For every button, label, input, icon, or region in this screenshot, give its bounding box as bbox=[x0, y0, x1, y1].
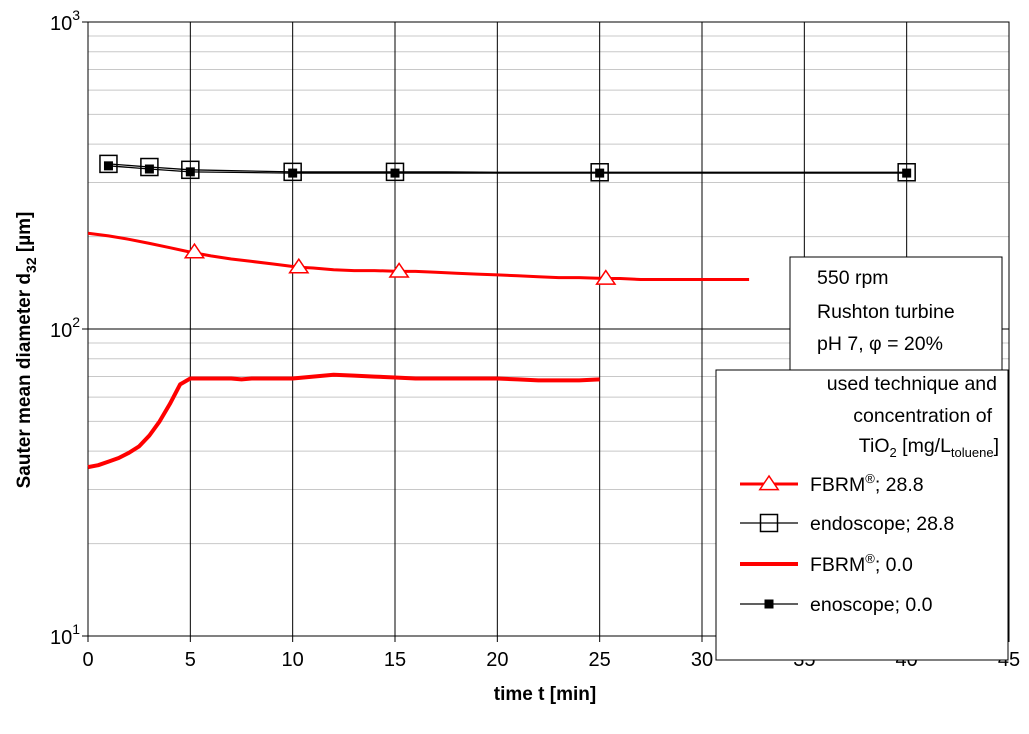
legend-title-line1: used technique and bbox=[827, 373, 997, 395]
data-point bbox=[902, 168, 912, 178]
data-point bbox=[590, 163, 609, 182]
legend-label: enoscope; 0.0 bbox=[810, 594, 933, 616]
y-tick-label: 103 bbox=[50, 7, 80, 35]
data-point bbox=[388, 262, 410, 278]
series-line bbox=[108, 165, 907, 174]
x-tick-label: 30 bbox=[691, 649, 713, 671]
legend-entry: FBRM®; 0.0 bbox=[740, 551, 913, 576]
x-tick-label: 20 bbox=[486, 649, 508, 671]
legend-entry: enoscope; 0.0 bbox=[740, 594, 933, 616]
legend-title-subscript-toluene: toluene bbox=[951, 445, 994, 460]
conditions-box: 550 rpm Rushton turbine pH 7, φ = 20% bbox=[789, 256, 1003, 371]
y-tick-label: 102 bbox=[50, 314, 80, 342]
series-line bbox=[87, 372, 600, 470]
series-2 bbox=[99, 154, 916, 182]
legend-entries: FBRM®; 28.8 endoscope; 28.8 FBRM®; 0.0 enos… bbox=[740, 471, 954, 616]
data-point bbox=[390, 168, 400, 178]
legend-marker bbox=[758, 474, 780, 491]
legend-title-line2: concentration of bbox=[853, 405, 992, 427]
y-tick-label: 101 bbox=[50, 621, 80, 649]
y-axis-label-unit: [µm] bbox=[14, 212, 35, 258]
data-point bbox=[144, 164, 154, 174]
legend-marker bbox=[759, 513, 779, 533]
legend-label: FBRM®; 28.8 bbox=[810, 471, 924, 496]
data-point bbox=[288, 168, 298, 178]
condition-ph-fraction: pH 7, φ = 20% bbox=[817, 333, 943, 355]
grid bbox=[87, 21, 1010, 637]
legend-label: FBRM®; 0.0 bbox=[810, 551, 913, 576]
data-point bbox=[183, 242, 206, 259]
series-layer bbox=[87, 154, 916, 470]
data-point bbox=[595, 168, 605, 178]
series-line bbox=[108, 163, 907, 173]
data-point bbox=[99, 154, 118, 174]
legend-label: endoscope; 28.8 bbox=[810, 513, 954, 535]
data-point bbox=[283, 162, 302, 182]
x-tick-label: 5 bbox=[185, 649, 196, 671]
data-point bbox=[140, 157, 159, 177]
legend-marker bbox=[764, 599, 774, 609]
data-point bbox=[385, 162, 405, 182]
legend-title-subscript-2: 2 bbox=[890, 445, 897, 460]
data-point bbox=[595, 269, 617, 285]
x-axis-label: time t [min] bbox=[494, 684, 596, 705]
x-tick-label: 25 bbox=[589, 649, 611, 671]
legend-entry: endoscope; 28.8 bbox=[740, 513, 954, 535]
condition-speed: 550 rpm bbox=[817, 267, 889, 289]
x-tick-label: 10 bbox=[282, 649, 304, 671]
legend-entry: FBRM®; 28.8 bbox=[740, 471, 924, 496]
series-4 bbox=[103, 161, 912, 178]
data-point bbox=[288, 257, 310, 274]
y-axis-label-subscript: 32 bbox=[23, 257, 39, 273]
legend: used technique and concentration of TiO2… bbox=[715, 369, 1009, 661]
x-tick-label: 15 bbox=[384, 649, 406, 671]
series-3 bbox=[87, 372, 600, 470]
series-1 bbox=[87, 231, 750, 285]
data-point bbox=[185, 167, 195, 177]
data-point bbox=[103, 161, 113, 171]
data-point bbox=[181, 160, 200, 180]
x-tick-label: 0 bbox=[82, 649, 93, 671]
legend-title-line3: TiO2 [mg/Ltoluene] bbox=[859, 435, 999, 460]
condition-impeller: Rushton turbine bbox=[817, 301, 955, 323]
y-axis-label: Sauter mean diameter d32 [µm] bbox=[14, 212, 39, 489]
data-point bbox=[897, 163, 916, 182]
